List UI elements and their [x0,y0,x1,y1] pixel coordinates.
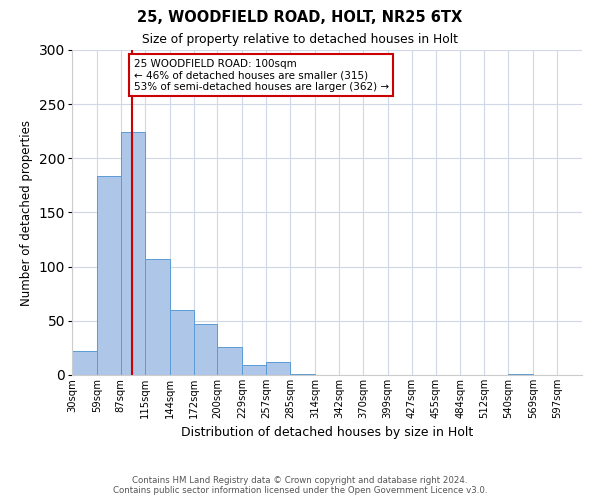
Bar [290,374,315,375]
Text: 25 WOODFIELD ROAD: 100sqm
← 46% of detached houses are smaller (315)
53% of semi: 25 WOODFIELD ROAD: 100sqm ← 46% of detac… [134,58,389,92]
Text: Size of property relative to detached houses in Holt: Size of property relative to detached ho… [142,32,458,46]
Bar [242,365,266,375]
Bar [72,351,97,375]
Bar [170,310,194,375]
X-axis label: Distribution of detached houses by size in Holt: Distribution of detached houses by size … [181,426,473,440]
Bar [194,324,217,375]
Text: 25, WOODFIELD ROAD, HOLT, NR25 6TX: 25, WOODFIELD ROAD, HOLT, NR25 6TX [137,10,463,25]
Bar [508,374,533,375]
Text: Contains HM Land Registry data © Crown copyright and database right 2024.
Contai: Contains HM Land Registry data © Crown c… [113,476,487,495]
Bar [217,347,242,375]
Bar [145,259,170,375]
Bar [97,176,121,375]
Y-axis label: Number of detached properties: Number of detached properties [20,120,33,306]
Bar [266,362,290,375]
Bar [121,132,145,375]
